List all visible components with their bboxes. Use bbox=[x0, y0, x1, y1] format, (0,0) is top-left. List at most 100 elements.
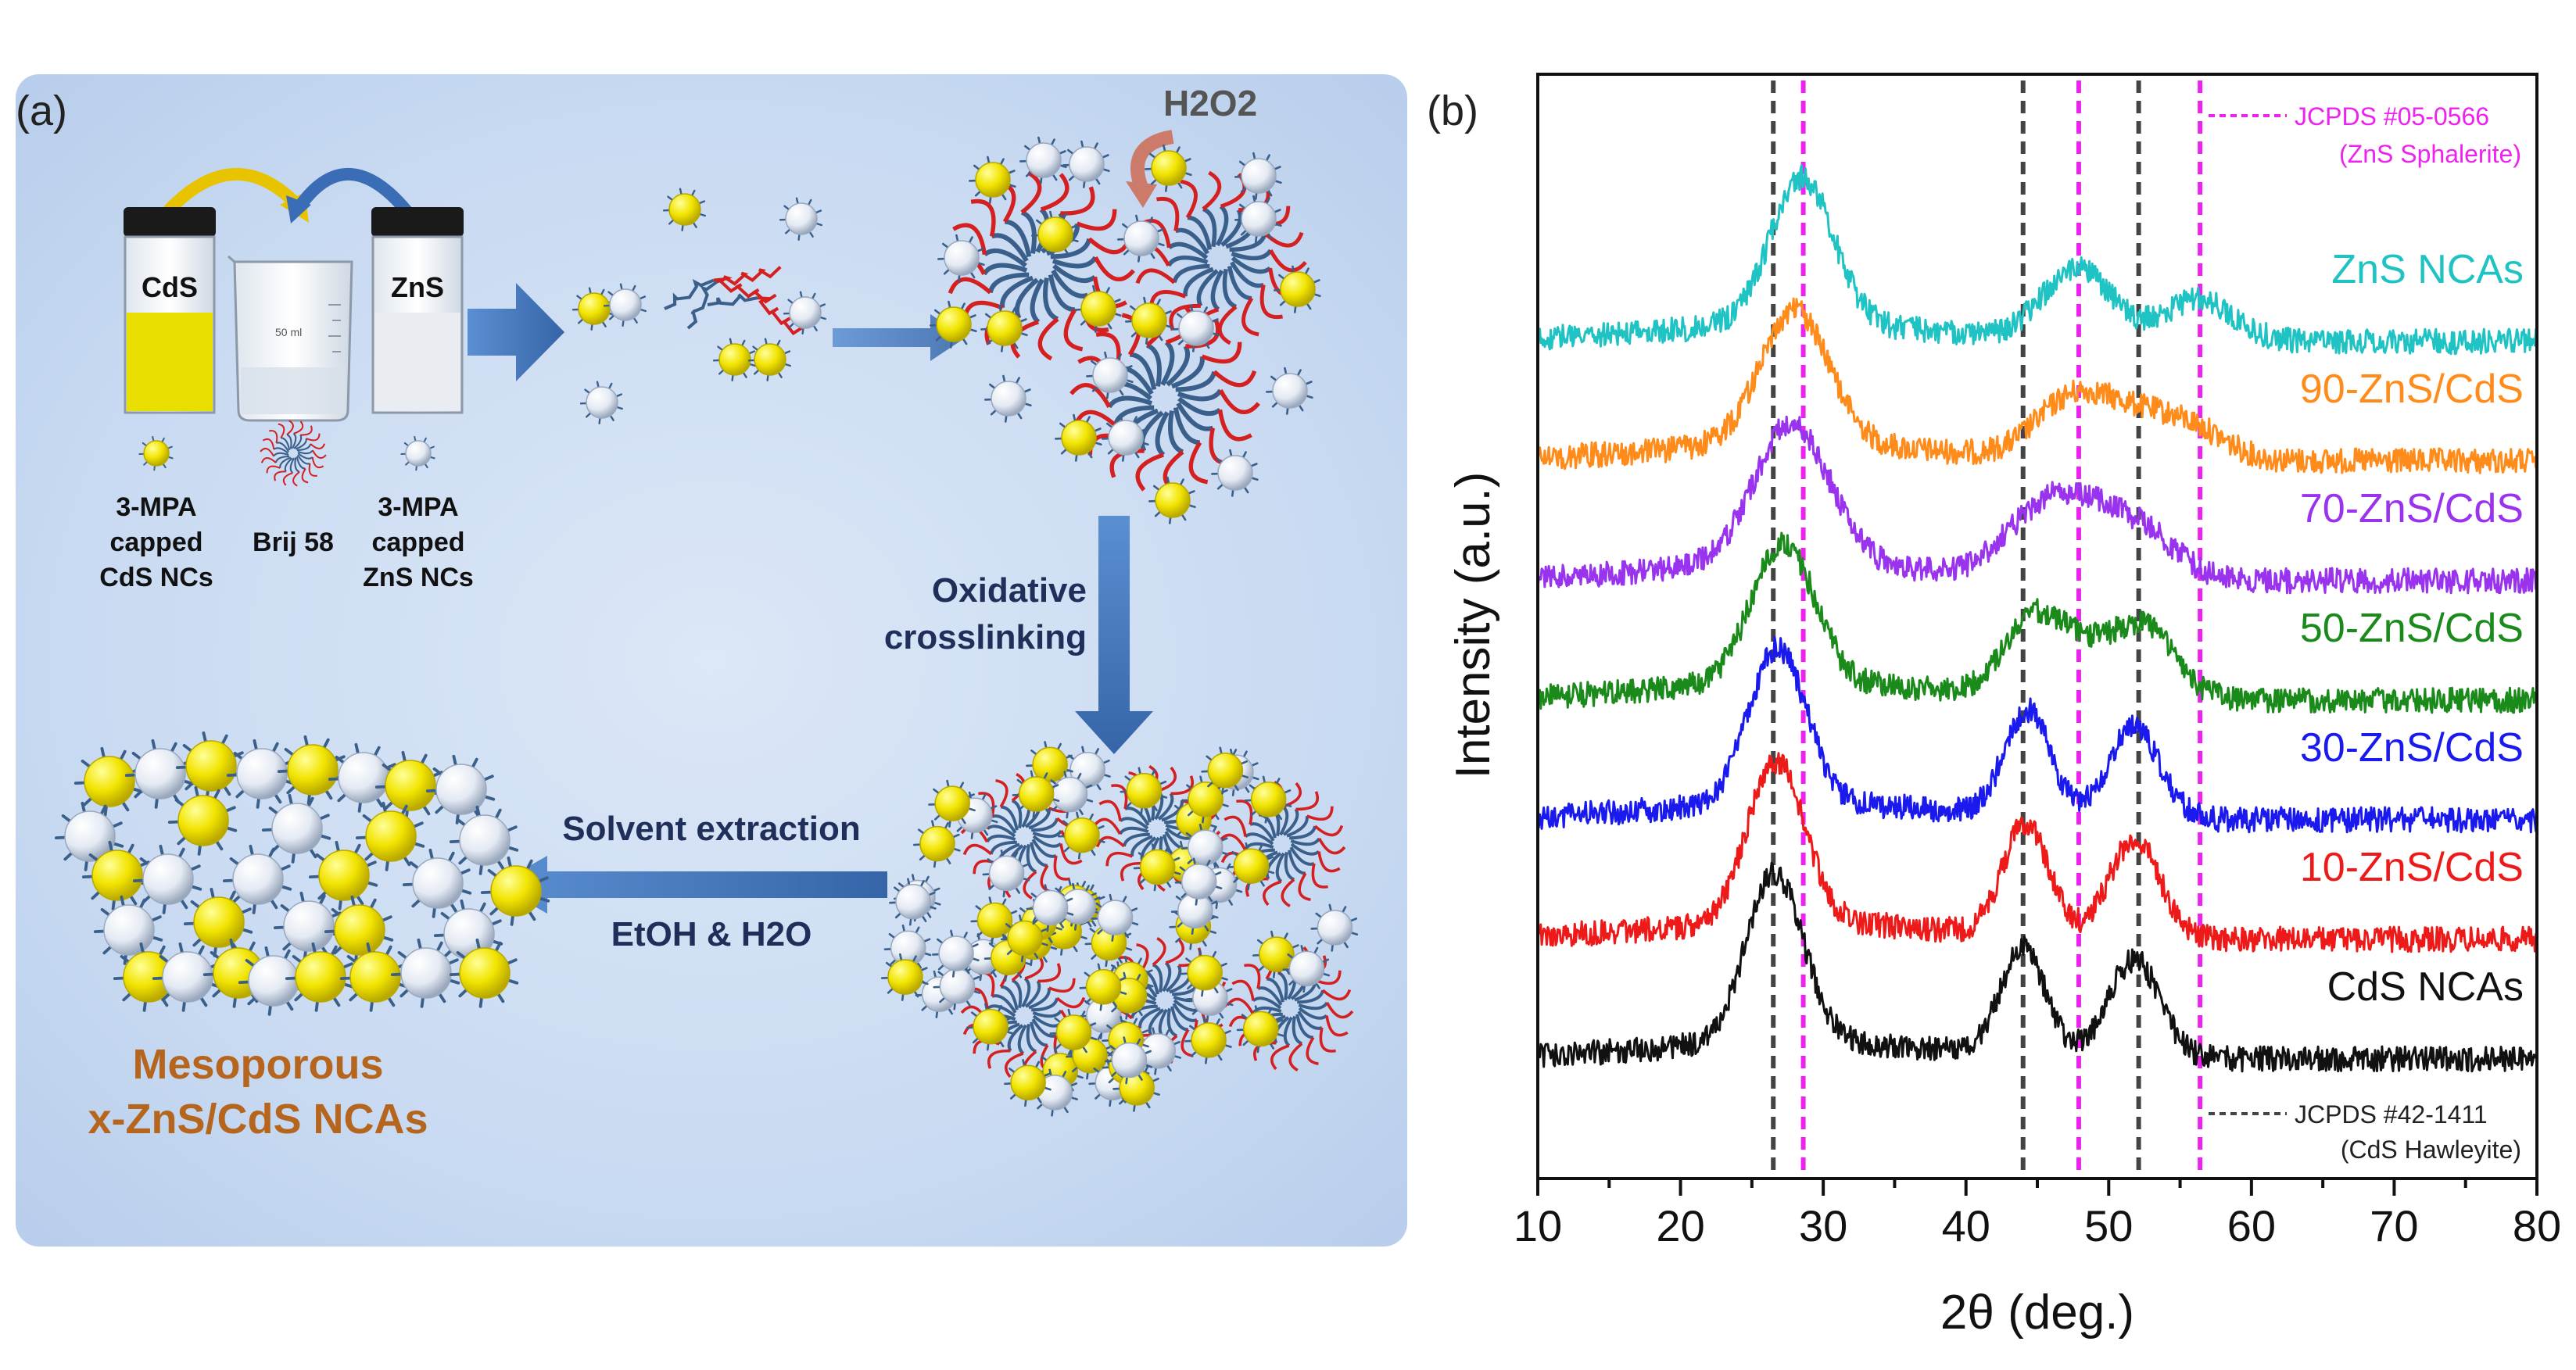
zns-particle bbox=[1026, 884, 1074, 932]
zns-particle bbox=[1181, 824, 1229, 872]
beaker: 50 ml bbox=[228, 255, 353, 422]
cds-particle bbox=[662, 188, 706, 231]
svg-text:3-MPA: 3-MPA bbox=[378, 492, 458, 522]
zns-particle bbox=[1117, 214, 1165, 263]
x-tick-label: 70 bbox=[2370, 1201, 2418, 1250]
cds-particle bbox=[1148, 476, 1196, 524]
zns-particle bbox=[579, 381, 623, 424]
x-tick-label: 10 bbox=[1514, 1201, 1562, 1250]
xrd-series-50-zns-cds bbox=[1536, 531, 2538, 714]
cds-particle bbox=[1133, 843, 1181, 892]
xrd-chart: (b) ZnS NCAs 90-ZnS/CdS 70-ZnS/CdS 50-ZnS/C… bbox=[1427, 73, 2561, 1340]
cds-particle bbox=[930, 300, 977, 349]
brij-chain bbox=[686, 266, 782, 330]
zns-transfer-arrow bbox=[296, 168, 412, 216]
zns-particle-icon bbox=[400, 435, 435, 471]
zns-particle bbox=[984, 374, 1032, 423]
svg-text:3-MPA: 3-MPA bbox=[116, 492, 196, 522]
zns-particle bbox=[1310, 903, 1359, 952]
xrd-series bbox=[1536, 164, 2538, 1073]
crosslinked-network bbox=[880, 741, 1359, 1117]
cds-particle bbox=[1079, 963, 1127, 1011]
oxidant-label: H2O2 bbox=[1126, 83, 1257, 208]
extraction-label: Solvent extraction bbox=[562, 810, 860, 848]
zns-particle bbox=[937, 234, 985, 282]
x-tick-label: 80 bbox=[2513, 1201, 2561, 1250]
cds-particle bbox=[355, 801, 425, 871]
svg-text:H2O2: H2O2 bbox=[1163, 83, 1257, 123]
cds-particle bbox=[747, 338, 791, 381]
zns-particle bbox=[982, 850, 1030, 898]
cds-particle bbox=[374, 750, 445, 821]
zns-particle bbox=[449, 805, 519, 875]
cds-particle bbox=[1031, 210, 1079, 259]
cds-particle-icon bbox=[138, 435, 174, 471]
zns-particle bbox=[779, 197, 822, 241]
zns-particle bbox=[1045, 771, 1094, 819]
zns-particle bbox=[238, 946, 308, 1016]
cds-particle bbox=[449, 938, 519, 1008]
svg-text:JCPDS #05-0566: JCPDS #05-0566 bbox=[2295, 102, 2489, 131]
zns-particle bbox=[1172, 304, 1220, 352]
svg-text:(CdS Hawleyite): (CdS Hawleyite) bbox=[2341, 1136, 2521, 1164]
x-tick-label: 50 bbox=[2084, 1201, 2133, 1250]
x-tick-label: 60 bbox=[2227, 1201, 2276, 1250]
zns-particle bbox=[1174, 857, 1223, 906]
zns-particle bbox=[1091, 893, 1139, 942]
mesoporous-product bbox=[54, 731, 550, 1016]
svg-text:(ZnS Sphalerite): (ZnS Sphalerite) bbox=[2339, 140, 2521, 168]
cds-particle bbox=[970, 896, 1019, 945]
beaker-volume-label: 50 ml bbox=[275, 326, 302, 338]
series-label: 90-ZnS/CdS bbox=[2300, 367, 2524, 412]
crosslinking-arrow bbox=[1075, 516, 1153, 754]
zns-particle bbox=[222, 844, 292, 914]
series-label: ZnS NCAs bbox=[2331, 247, 2524, 292]
y-axis-label: Intensity (a.u.) bbox=[1446, 472, 1500, 779]
cds-particle bbox=[980, 304, 1028, 352]
zns-particle bbox=[603, 283, 647, 327]
cds-particle bbox=[1055, 413, 1102, 462]
svg-text:capped: capped bbox=[371, 528, 464, 557]
series-labels: ZnS NCAs 90-ZnS/CdS 70-ZnS/CdS 50-ZnS/CdS 30… bbox=[2300, 247, 2524, 1010]
svg-text:capped: capped bbox=[109, 528, 202, 557]
legend-cds-hawleyite: JCPDS #42-1411 (CdS Hawleyite) bbox=[2209, 1100, 2521, 1164]
zns-particle bbox=[1062, 140, 1110, 188]
zns-particle bbox=[132, 844, 202, 914]
cds-particle bbox=[308, 840, 378, 910]
zns-particle bbox=[1266, 367, 1313, 415]
zns-vial-label: ZnS bbox=[391, 271, 444, 303]
zns-particle bbox=[273, 891, 343, 961]
series-label: 10-ZnS/CdS bbox=[2300, 845, 2524, 890]
cds-particle bbox=[1227, 842, 1275, 890]
crosslinking-label-2: crosslinking bbox=[884, 618, 1087, 656]
cds-particle bbox=[175, 731, 245, 801]
cds-particle bbox=[480, 856, 550, 926]
x-axis-label: 2θ (deg.) bbox=[1940, 1286, 2134, 1340]
svg-text:CdS NCs: CdS NCs bbox=[99, 563, 213, 592]
brij-micelle bbox=[944, 170, 1135, 361]
brij-micelle bbox=[260, 420, 327, 487]
product-label-2: x-ZnS/CdS NCAs bbox=[88, 1096, 428, 1143]
zns-particle bbox=[54, 801, 124, 871]
xrd-series-zns-ncas bbox=[1536, 164, 2538, 356]
brij-micelle bbox=[1132, 170, 1307, 345]
x-tick-label: 20 bbox=[1656, 1201, 1704, 1250]
cds-particle bbox=[339, 942, 410, 1012]
series-label: CdS NCAs bbox=[2327, 964, 2524, 1010]
cds-particle bbox=[1274, 265, 1321, 313]
schematic-panel: (a) CdS 50 ml ZnS bbox=[16, 74, 1407, 1247]
cds-particle bbox=[1057, 811, 1105, 860]
zns-transfer-arrowhead bbox=[286, 195, 311, 224]
oxidant-arrowhead bbox=[1126, 181, 1157, 208]
cds-particle bbox=[1244, 775, 1292, 824]
svg-text:JCPDS #42-1411: JCPDS #42-1411 bbox=[2295, 1100, 2488, 1129]
zns-particle bbox=[1054, 882, 1102, 931]
brij-chain bbox=[707, 293, 803, 336]
zns-particle bbox=[1102, 413, 1149, 462]
zns-particle bbox=[1234, 195, 1282, 243]
cds-particle bbox=[1236, 1005, 1284, 1053]
svg-text:ZnS NCs: ZnS NCs bbox=[363, 563, 474, 592]
crosslinking-label-1: Oxidative bbox=[932, 571, 1087, 610]
dispersion-cluster bbox=[571, 188, 826, 424]
